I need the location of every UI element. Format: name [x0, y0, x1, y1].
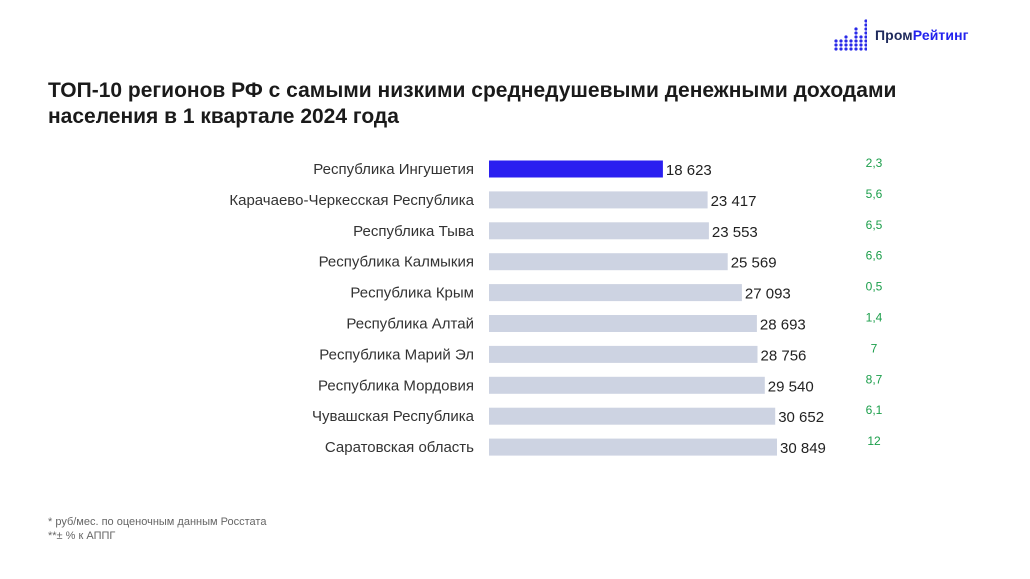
- value-label: 25 569: [731, 255, 777, 272]
- logo-text: ПромРейтинг: [875, 27, 969, 43]
- footnotes: * руб/мес. по оценочным данным Росстата …: [48, 515, 266, 543]
- growth-label: 8,7: [866, 372, 883, 386]
- value-label: 29 540: [768, 378, 814, 395]
- value-label: 30 652: [778, 409, 824, 426]
- value-label: 18 623: [666, 162, 712, 179]
- bar: [489, 376, 765, 394]
- logo: ПромРейтинг: [833, 18, 969, 52]
- bar: [489, 345, 758, 363]
- growth-label: 0,5: [866, 280, 883, 294]
- category-label: Республика Марий Эл: [319, 346, 474, 363]
- category-label: Республика Мордовия: [318, 377, 474, 394]
- bar: [489, 222, 709, 240]
- bar: [489, 191, 708, 209]
- growth-label: 12: [867, 434, 881, 448]
- growth-label: 5,6: [866, 187, 883, 201]
- logo-word-2: Рейтинг: [912, 27, 969, 43]
- bar: [489, 253, 728, 271]
- category-label: Республика Алтай: [346, 316, 474, 333]
- bar: [489, 284, 742, 302]
- bar: [489, 160, 663, 178]
- growth-label: 6,5: [866, 218, 883, 232]
- category-label: Республика Тыва: [353, 223, 475, 240]
- value-label: 23 417: [711, 193, 757, 210]
- value-label: 28 756: [761, 347, 807, 364]
- category-label: Карачаево-Черкесская Республика: [229, 192, 474, 209]
- footnote-growth: **± % к АППГ: [48, 530, 116, 542]
- growth-label: 1,4: [866, 311, 883, 325]
- category-label: Республика Калмыкия: [319, 254, 474, 271]
- logo-dots-icon: [834, 19, 867, 51]
- category-label: Саратовская область: [325, 439, 474, 456]
- category-label: Республика Ингушетия: [313, 161, 474, 178]
- value-label: 27 093: [745, 286, 791, 303]
- growth-label: 6,1: [866, 403, 883, 417]
- growth-label: 2,3: [866, 156, 883, 170]
- value-label: 23 553: [712, 224, 758, 241]
- growth-label: 7: [871, 341, 878, 355]
- footnote-source: * руб/мес. по оценочным данным Росстата: [48, 516, 267, 528]
- category-label: Чувашская Республика: [312, 408, 475, 425]
- bar: [489, 315, 757, 332]
- value-label: 28 693: [760, 317, 806, 334]
- category-label: Республика Крым: [350, 285, 474, 302]
- value-label: 30 849: [780, 440, 826, 457]
- chart-title: ТОП-10 регионов РФ с самыми низкими сред…: [48, 79, 897, 128]
- bar: [489, 407, 776, 425]
- bar: [489, 438, 777, 456]
- growth-label: 6,6: [866, 249, 883, 263]
- logo-word-1: Пром: [875, 27, 913, 43]
